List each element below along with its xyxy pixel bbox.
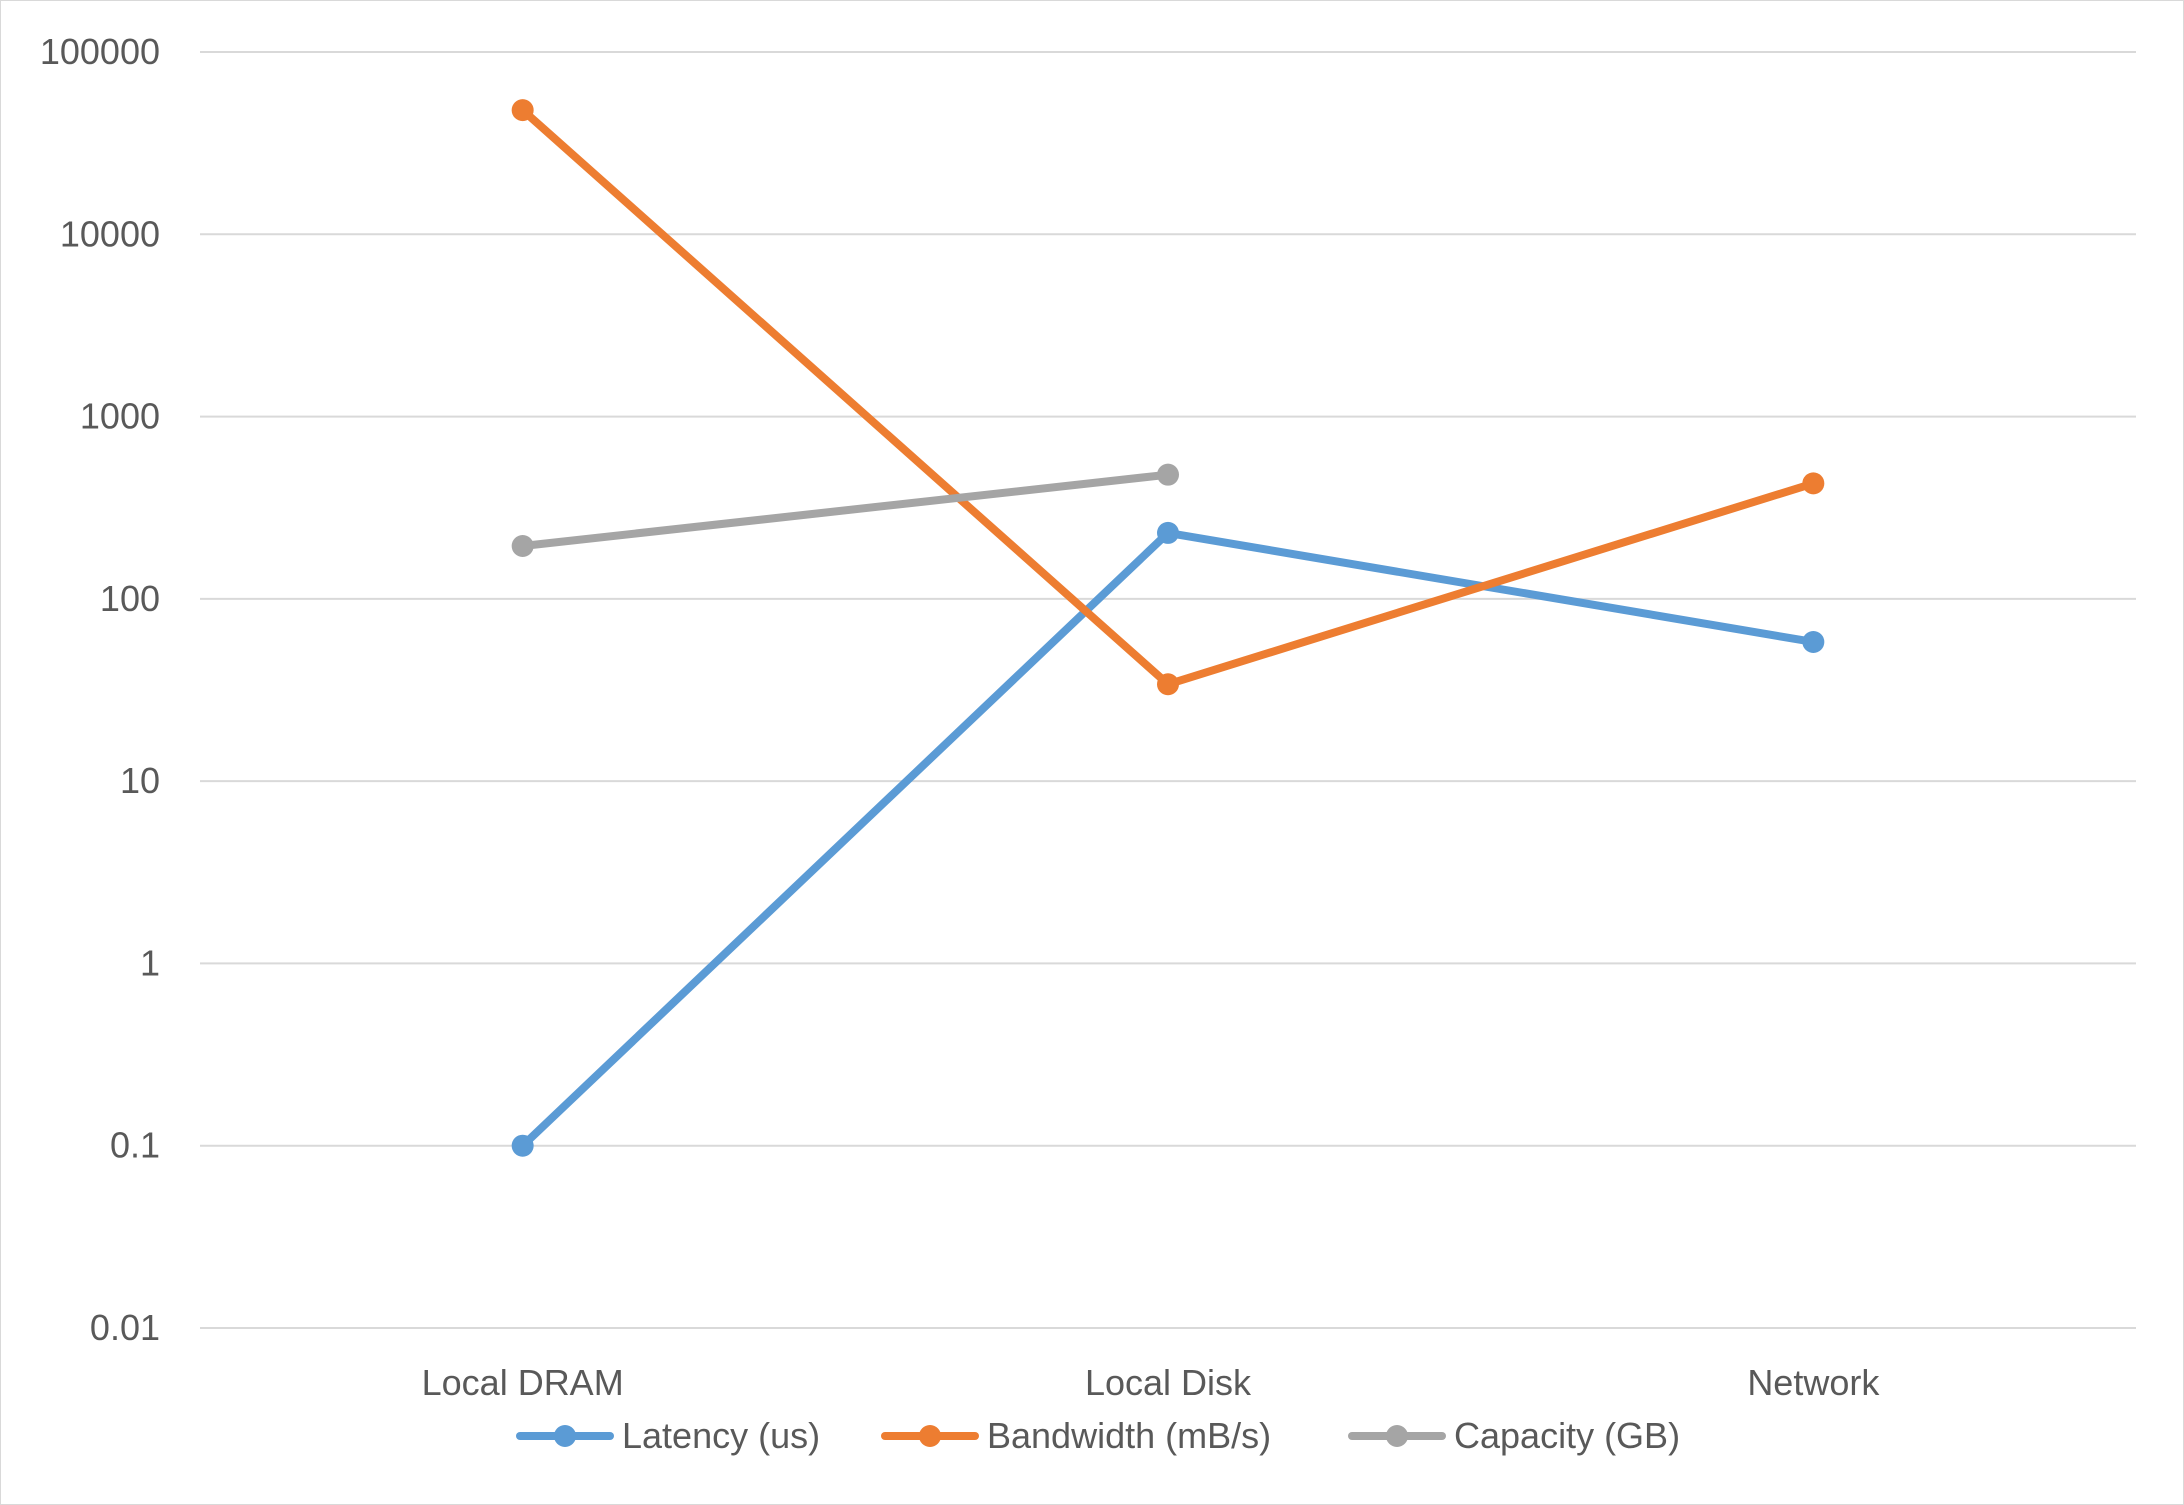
legend-label: Latency (us) <box>622 1415 820 1456</box>
legend-marker <box>554 1425 576 1447</box>
y-tick-label: 0.1 <box>110 1125 160 1166</box>
data-point <box>1157 673 1179 696</box>
legend: Latency (us) Bandwidth (mB/s) Capacity (GB… <box>516 1415 1680 1456</box>
y-tick-label: 10000 <box>60 213 160 254</box>
data-point <box>1157 463 1179 486</box>
y-tick-label: 0.01 <box>90 1307 160 1348</box>
series-lines <box>511 99 1825 1157</box>
y-tick-label: 100000 <box>40 31 160 72</box>
data-point <box>511 534 534 557</box>
data-point <box>1802 472 1825 495</box>
y-tick-label: 1000 <box>80 396 160 437</box>
series-2 <box>511 463 1179 557</box>
legend-label: Bandwidth (mB/s) <box>987 1415 1271 1456</box>
x-tick-label: Local DRAM <box>422 1362 624 1403</box>
legend-label: Capacity (GB) <box>1454 1415 1680 1456</box>
legend-item: Capacity (GB) <box>1348 1415 1680 1456</box>
data-point <box>511 99 534 122</box>
y-tick-label: 10 <box>120 760 160 801</box>
data-point <box>1802 630 1825 653</box>
legend-marker <box>919 1425 941 1447</box>
x-tick-label: Local Disk <box>1085 1362 1252 1403</box>
y-tick-label: 1 <box>140 942 160 983</box>
legend-item: Latency (us) <box>516 1415 820 1456</box>
legend-marker <box>1386 1425 1408 1447</box>
data-point <box>511 1134 534 1157</box>
y-tick-label: 100 <box>100 578 160 619</box>
series-0 <box>511 521 1825 1157</box>
x-axis-tick-labels: Local DRAM Local Disk Network <box>422 1362 1881 1403</box>
series-1 <box>511 99 1825 696</box>
series-line <box>518 470 1172 550</box>
data-point <box>1157 521 1179 544</box>
legend-item: Bandwidth (mB/s) <box>881 1415 1271 1456</box>
series-line <box>518 528 1818 1150</box>
y-axis-tick-labels: 0.01 0.1 1 10 100 1000 10000 100000 <box>40 31 160 1348</box>
x-tick-label: Network <box>1747 1362 1880 1403</box>
